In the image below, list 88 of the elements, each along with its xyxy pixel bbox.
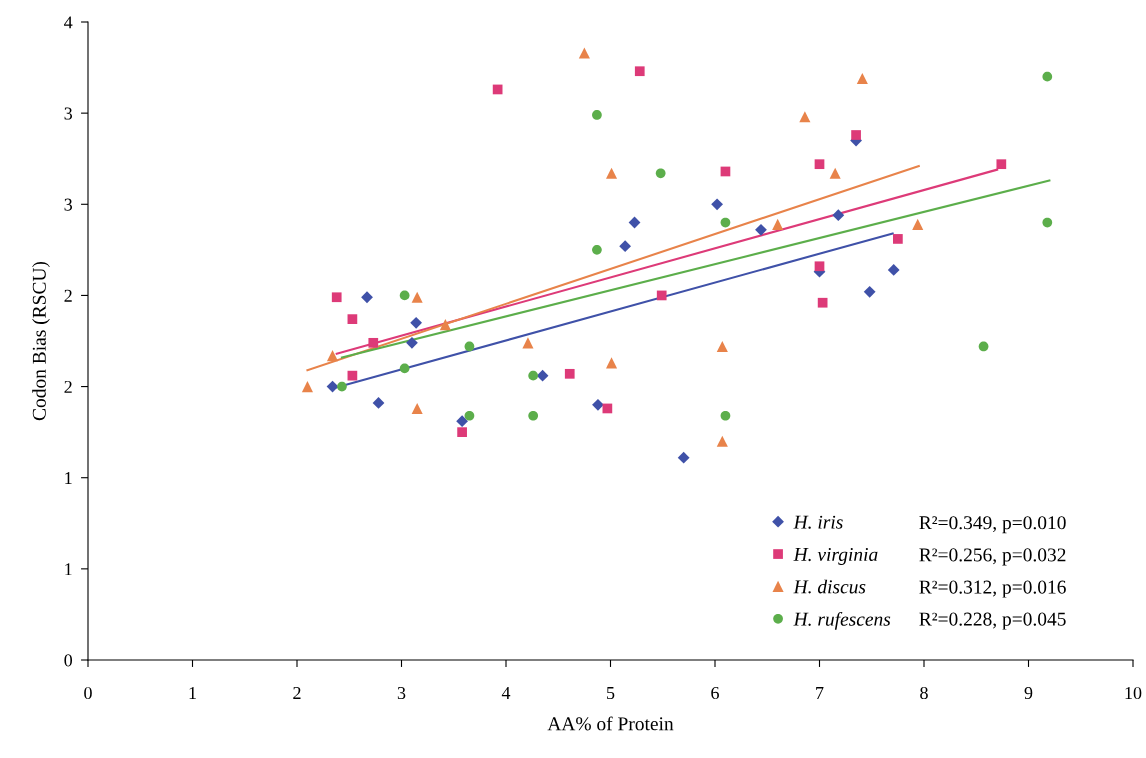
point bbox=[592, 110, 602, 120]
legend-label: H. virginia bbox=[793, 547, 878, 565]
point bbox=[772, 218, 784, 230]
point bbox=[528, 410, 539, 421]
point bbox=[893, 234, 903, 244]
y-tick-label: 3 bbox=[64, 198, 73, 211]
point bbox=[528, 370, 539, 381]
point bbox=[439, 319, 451, 331]
y-tick-label: 1 bbox=[65, 563, 72, 576]
point bbox=[410, 316, 423, 329]
point bbox=[347, 314, 358, 324]
point bbox=[411, 291, 423, 303]
point bbox=[326, 350, 339, 362]
point bbox=[361, 291, 373, 304]
legend-label: H. rufescens bbox=[793, 611, 891, 630]
point bbox=[564, 368, 575, 379]
y-tick-label: 2 bbox=[64, 380, 72, 393]
point bbox=[817, 297, 828, 308]
point bbox=[406, 336, 418, 349]
point bbox=[863, 285, 876, 298]
x-tick-label: 6 bbox=[711, 686, 719, 700]
point bbox=[677, 451, 690, 464]
x-tick-label: 10 bbox=[1125, 686, 1142, 700]
point bbox=[456, 415, 468, 428]
point bbox=[605, 357, 618, 369]
point bbox=[331, 292, 342, 303]
point bbox=[711, 198, 723, 211]
x-tick-label: 4 bbox=[501, 687, 511, 699]
x-tick-label: 1 bbox=[189, 687, 196, 699]
point bbox=[411, 402, 423, 414]
legend-label: H. discus bbox=[793, 579, 866, 594]
point bbox=[856, 72, 868, 85]
point bbox=[720, 217, 731, 228]
point bbox=[619, 240, 632, 253]
point bbox=[814, 159, 825, 170]
point bbox=[605, 167, 618, 179]
x-tick-label: 3 bbox=[397, 686, 406, 700]
point bbox=[592, 245, 602, 255]
point bbox=[399, 290, 410, 301]
point bbox=[301, 381, 314, 393]
point bbox=[578, 47, 590, 59]
point bbox=[755, 223, 767, 236]
point bbox=[832, 209, 845, 222]
y-tick-label: 2 bbox=[64, 289, 72, 302]
point bbox=[592, 398, 604, 411]
point bbox=[656, 290, 667, 301]
point bbox=[851, 130, 861, 140]
point bbox=[492, 84, 503, 95]
point bbox=[522, 337, 534, 349]
point bbox=[399, 363, 410, 374]
y-tick-label: 1 bbox=[65, 472, 72, 484]
x-tick-label: 7 bbox=[816, 687, 824, 699]
y-tick-label: 4 bbox=[64, 16, 73, 29]
x-tick-label: 0 bbox=[84, 686, 92, 700]
point bbox=[655, 168, 666, 179]
point bbox=[716, 340, 728, 353]
legend-label: H. iris bbox=[793, 515, 843, 529]
point bbox=[368, 337, 379, 348]
point bbox=[720, 410, 731, 421]
point bbox=[996, 159, 1007, 170]
x-tick-label: 8 bbox=[920, 686, 928, 700]
point bbox=[978, 341, 989, 352]
x-tick-label: 5 bbox=[607, 687, 615, 700]
point bbox=[372, 397, 385, 409]
point bbox=[716, 435, 728, 447]
annotation: R²=0.312, p=0.016 bbox=[919, 580, 1066, 598]
point bbox=[634, 66, 645, 77]
annotation: R²=0.349, p=0.010 bbox=[919, 516, 1066, 534]
x-tick-label: 2 bbox=[293, 686, 301, 699]
point bbox=[1042, 71, 1053, 82]
y-axis-title: Codon Bias (RSCU) bbox=[32, 261, 50, 421]
x-axis-title: AA% of Protein bbox=[547, 716, 674, 731]
point bbox=[337, 381, 347, 392]
annotation: R²=0.256, p=0.032 bbox=[919, 548, 1066, 566]
y-tick-label: 0 bbox=[64, 654, 73, 667]
y-tick-label: 3 bbox=[64, 107, 73, 120]
point bbox=[829, 167, 841, 179]
annotation: R²=0.228, p=0.045 bbox=[919, 612, 1066, 630]
x-tick-label: 9 bbox=[1024, 686, 1033, 700]
point bbox=[536, 369, 549, 382]
point bbox=[799, 111, 811, 123]
point bbox=[457, 427, 467, 437]
point bbox=[887, 264, 900, 276]
point bbox=[814, 261, 825, 272]
point bbox=[1042, 217, 1053, 228]
point bbox=[464, 410, 475, 421]
point bbox=[912, 218, 924, 230]
point bbox=[464, 341, 475, 352]
